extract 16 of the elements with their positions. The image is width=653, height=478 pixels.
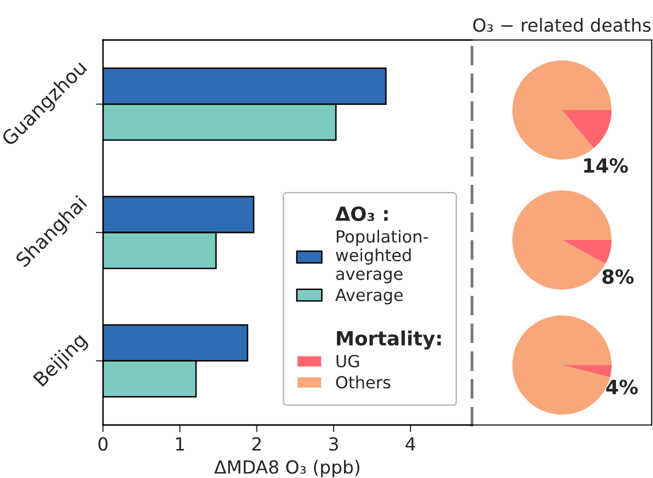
x-tick-label: 1 xyxy=(176,437,184,451)
legend-title: ΔO₃ : xyxy=(335,206,388,222)
x-tick-label: 2 xyxy=(252,437,261,451)
legend-label: UG xyxy=(336,354,359,368)
data-label: 8% xyxy=(602,269,634,284)
x-tick-label: 3 xyxy=(329,437,338,451)
data-label: 14% xyxy=(584,158,628,173)
x-axis-title: ΔMDA8 O₃ (ppb) xyxy=(214,460,360,478)
x-tick-label: 4 xyxy=(406,437,416,451)
legend-label: Others xyxy=(336,376,390,389)
legend-title: Mortality: xyxy=(336,330,441,350)
x-tick-label: 0 xyxy=(98,437,108,451)
chart-title: O₃ − related deaths xyxy=(473,18,651,32)
legend-label: Average xyxy=(335,288,403,304)
data-label: 4% xyxy=(606,380,638,394)
legend-label: Population- weighted average xyxy=(336,230,428,284)
